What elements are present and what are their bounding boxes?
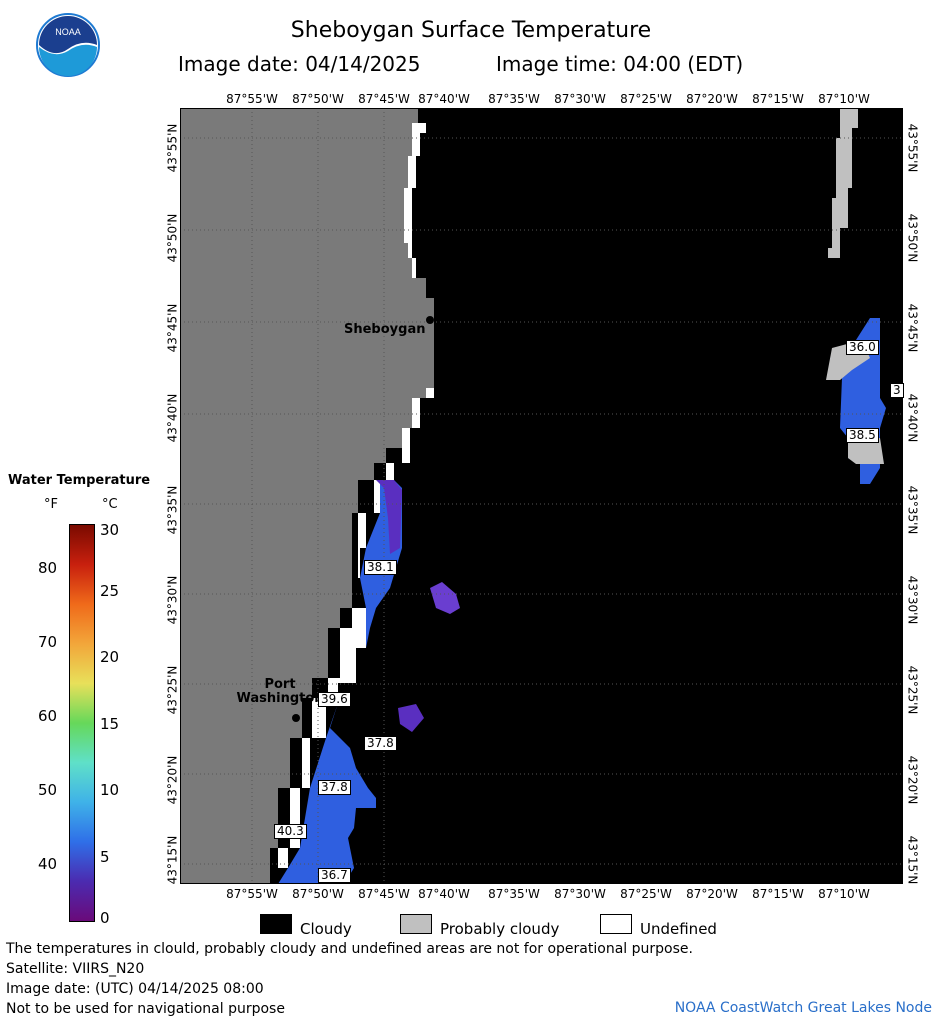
graticule bbox=[180, 108, 903, 884]
temp-label-4: 38.1 bbox=[364, 560, 397, 575]
lon-label-top-4: 87°35'W bbox=[488, 92, 540, 106]
legend-unit-c: °C bbox=[102, 497, 118, 512]
east-probably-cloudy bbox=[828, 108, 858, 258]
temp-label-1: 36.0 bbox=[846, 340, 879, 355]
temp-label-9: 36.7 bbox=[318, 868, 351, 883]
lat-label-left-6: 43°25'N bbox=[165, 665, 180, 715]
lon-label-top-1: 87°50'W bbox=[292, 92, 344, 106]
legend-title: Water Temperature bbox=[8, 473, 151, 488]
legend-c-tick-3: 15 bbox=[100, 715, 120, 733]
lon-label-bottom-2: 87°45'W bbox=[358, 887, 410, 901]
legend-c-tick-4: 10 bbox=[100, 781, 120, 799]
lon-label-top-3: 87°40'W bbox=[418, 92, 470, 106]
label-port-washington: Port Washington bbox=[236, 677, 324, 706]
key-undefined-swatch bbox=[600, 914, 632, 934]
lon-label-bottom-1: 87°50'W bbox=[292, 887, 344, 901]
sheboygan-marker bbox=[426, 316, 434, 324]
temperature-map bbox=[180, 108, 903, 884]
footer-navigation: Not to be used for navigational purpose bbox=[6, 1001, 285, 1017]
lat-label-right-1: 43°50'N bbox=[905, 213, 920, 263]
lat-label-right-5: 43°30'N bbox=[905, 575, 920, 625]
lat-label-right-7: 43°20'N bbox=[905, 755, 920, 805]
temp-label-5: 39.6 bbox=[318, 692, 351, 707]
lon-label-bottom-4: 87°35'W bbox=[488, 887, 540, 901]
lon-label-bottom-7: 87°20'W bbox=[686, 887, 738, 901]
temp-label-2: 3 bbox=[890, 383, 904, 398]
temp-label-6: 37.8 bbox=[364, 736, 397, 751]
page-title: Sheboygan Surface Temperature bbox=[290, 18, 652, 43]
lon-label-bottom-8: 87°15'W bbox=[752, 887, 804, 901]
east-probably-cloudy-3 bbox=[848, 438, 884, 464]
lat-label-right-3: 43°40'N bbox=[905, 393, 920, 443]
lat-label-left-7: 43°20'N bbox=[165, 755, 180, 805]
temp-label-3: 38.5 bbox=[846, 428, 879, 443]
legend-unit-f: °F bbox=[44, 497, 58, 512]
nearshore-purple bbox=[376, 480, 402, 554]
lat-label-right-4: 43°35'N bbox=[905, 485, 920, 535]
image-date: Image date: 04/14/2025 bbox=[178, 52, 421, 76]
lon-label-top-8: 87°15'W bbox=[752, 92, 804, 106]
legend-f-tick-2: 60 bbox=[38, 707, 58, 725]
noaa-logo: NOAA bbox=[36, 13, 100, 77]
lon-label-bottom-3: 87°40'W bbox=[418, 887, 470, 901]
lat-label-left-0: 43°55'N bbox=[165, 123, 180, 173]
temp-label-8: 40.3 bbox=[274, 824, 307, 839]
color-scale-bar bbox=[69, 524, 95, 922]
key-undefined-label: Undefined bbox=[640, 920, 717, 938]
legend-c-tick-5: 5 bbox=[100, 848, 110, 866]
key-cloudy-swatch bbox=[260, 914, 292, 934]
lon-label-bottom-0: 87°55'W bbox=[226, 887, 278, 901]
undefined-coast bbox=[404, 123, 426, 278]
lon-label-top-5: 87°30'W bbox=[554, 92, 606, 106]
lat-label-left-4: 43°35'N bbox=[165, 485, 180, 535]
lat-label-right-8: 43°15'N bbox=[905, 835, 920, 885]
label-sheboygan: Sheboygan bbox=[344, 322, 426, 337]
legend-f-tick-0: 80 bbox=[38, 559, 58, 577]
lat-label-left-2: 43°45'N bbox=[165, 303, 180, 353]
svg-text:NOAA: NOAA bbox=[55, 27, 81, 37]
lon-label-top-7: 87°20'W bbox=[686, 92, 738, 106]
map-border bbox=[180, 108, 903, 884]
legend-f-tick-4: 40 bbox=[38, 855, 58, 873]
lon-label-top-2: 87°45'W bbox=[358, 92, 410, 106]
lat-label-left-3: 43°40'N bbox=[165, 393, 180, 443]
lat-label-left-8: 43°15'N bbox=[165, 835, 180, 885]
legend-f-tick-3: 50 bbox=[38, 781, 58, 799]
port-washington-marker bbox=[292, 714, 300, 722]
lon-label-top-0: 87°55'W bbox=[226, 92, 278, 106]
lat-label-right-2: 43°45'N bbox=[905, 303, 920, 353]
undefined-coast-3 bbox=[278, 608, 366, 868]
legend-c-tick-1: 25 bbox=[100, 582, 120, 600]
temp-label-7: 37.8 bbox=[318, 780, 351, 795]
lon-label-bottom-5: 87°30'W bbox=[554, 887, 606, 901]
footer-disclaimer: The temperatures in clould, probably clo… bbox=[6, 941, 693, 957]
legend-c-tick-6: 0 bbox=[100, 909, 110, 927]
legend-c-tick-2: 20 bbox=[100, 648, 120, 666]
lon-label-top-9: 87°10'W bbox=[818, 92, 870, 106]
footer-credit: NOAA CoastWatch Great Lakes Node bbox=[674, 1000, 932, 1016]
footer-satellite: Satellite: VIIRS_N20 bbox=[6, 961, 145, 977]
lat-label-left-1: 43°50'N bbox=[165, 213, 180, 263]
legend-f-tick-1: 70 bbox=[38, 633, 58, 651]
lon-label-bottom-9: 87°10'W bbox=[818, 887, 870, 901]
lat-label-right-6: 43°25'N bbox=[905, 665, 920, 715]
offshore-patch-2 bbox=[398, 704, 424, 732]
key-probably-cloudy-swatch bbox=[400, 914, 432, 934]
nearshore-water bbox=[278, 480, 402, 884]
legend-c-tick-0: 30 bbox=[100, 521, 120, 539]
offshore-patch bbox=[430, 582, 460, 614]
key-probably-cloudy-label: Probably cloudy bbox=[440, 920, 560, 938]
lon-label-top-6: 87°25'W bbox=[620, 92, 672, 106]
land-area bbox=[180, 108, 434, 884]
key-cloudy-label: Cloudy bbox=[300, 920, 352, 938]
footer-utc-date: Image date: (UTC) 04/14/2025 08:00 bbox=[6, 981, 264, 997]
image-time: Image time: 04:00 (EDT) bbox=[496, 52, 744, 76]
lat-label-left-5: 43°30'N bbox=[165, 575, 180, 625]
lon-label-bottom-6: 87°25'W bbox=[620, 887, 672, 901]
lat-label-right-0: 43°55'N bbox=[905, 123, 920, 173]
